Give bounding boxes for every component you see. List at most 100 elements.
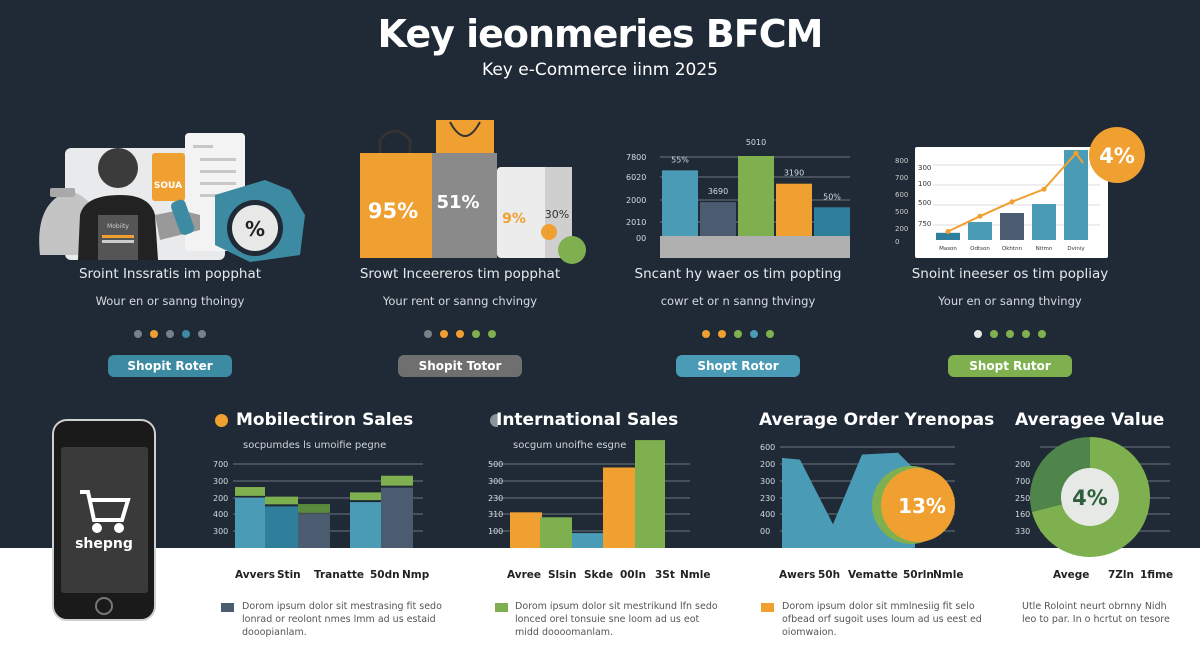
x-axis-label: Avege <box>1053 569 1090 581</box>
x-axis-label: 50h <box>818 569 841 581</box>
badge-circle <box>1089 127 1145 183</box>
carousel-dot[interactable] <box>1022 330 1030 338</box>
card-subtext: cowr et or n sanng thvingy <box>660 294 816 308</box>
y-tick-label: 230 <box>760 494 775 503</box>
y-tick-label: 300 <box>760 477 775 486</box>
carousel-dot[interactable] <box>990 330 998 338</box>
x-axis-label: 7Zln <box>1108 569 1134 581</box>
trend-point <box>945 229 951 234</box>
international-sales-subtitle: socgum unoifhe esgne <box>513 440 627 451</box>
carton1-text: 9% <box>502 211 526 227</box>
bar <box>510 512 542 548</box>
badge-circle <box>881 468 955 542</box>
carousel-dot[interactable] <box>750 330 758 338</box>
y-tick-label: 500 <box>488 460 503 469</box>
average-order-chart: 600 200 300 230 400 00 13% <box>760 443 955 548</box>
phone-label: shepng <box>75 536 133 552</box>
y-tick-label: 100 <box>488 527 503 536</box>
bar-cap <box>350 492 381 501</box>
trend-point <box>977 213 983 219</box>
page-title: Key ieonmeries BFCM <box>377 12 824 56</box>
average-order-title: Average Order Yrenopas <box>759 410 995 430</box>
y-tick-label: 00 <box>760 527 770 536</box>
bar <box>1064 150 1088 240</box>
y-tick-label: 300 <box>488 477 503 486</box>
card-headline: Srowt Inceereros tim popphat <box>359 266 561 282</box>
carousel-dot[interactable] <box>488 330 496 338</box>
y-tick-label: 310 <box>488 510 503 519</box>
carousel-dot[interactable] <box>734 330 742 338</box>
card-headline: Snoint ineeser os tim popliay <box>911 266 1109 282</box>
y-tick-label: 400 <box>760 510 775 519</box>
x-axis-label: Nitmn <box>1036 246 1053 252</box>
y-tick-label: 2010 <box>626 218 646 227</box>
bar <box>700 202 736 236</box>
bar <box>635 440 665 548</box>
card-subtext: Wour en or sanng thoingy <box>95 294 245 308</box>
shop-button[interactable]: Shopit Roter <box>108 355 232 377</box>
carousel-dots <box>598 330 878 338</box>
badge-text: 4% <box>1099 144 1135 168</box>
bar <box>936 232 960 240</box>
bar-cap <box>381 475 413 486</box>
carousel-dot[interactable] <box>134 330 142 338</box>
shop-button[interactable]: Shopt Rotor <box>676 355 800 377</box>
data-label: 3190 <box>784 169 804 178</box>
shop-button[interactable]: Shopt Rutor <box>948 355 1072 377</box>
y-tick-label: 100 <box>918 180 931 188</box>
bar <box>603 467 635 548</box>
x-axis-label: 00In <box>620 569 646 581</box>
x-axis-label: Nmle <box>933 569 964 581</box>
carousel-dot[interactable] <box>440 330 448 338</box>
average-value-title: Averagee Value <box>1015 410 1165 430</box>
shopper-illustration: SOUA Mobiity % <box>39 133 305 262</box>
x-axis-label: 3St <box>655 569 675 581</box>
carousel-dot[interactable] <box>974 330 982 338</box>
carousel-dot[interactable] <box>472 330 480 338</box>
card-headline: Sncant hy waer os tim popting <box>634 266 842 282</box>
y-tick-label: 700 <box>895 174 908 182</box>
card3-bar-chart: 7800 6020 2000 2010 00 55% 3690 5010 3190 50% <box>626 138 850 258</box>
shop-button[interactable]: Shopit Totor <box>398 355 522 377</box>
bar <box>265 506 298 548</box>
y-tick-label: 600 <box>895 191 908 199</box>
carousel-dot[interactable] <box>424 330 432 338</box>
carousel-dot[interactable] <box>1006 330 1014 338</box>
bar <box>776 183 812 236</box>
carousel-dot[interactable] <box>718 330 726 338</box>
bag1-text: 95% <box>368 199 418 223</box>
y-tick-label: 500 <box>918 199 931 207</box>
y-tick-label: 300 <box>918 164 931 172</box>
info-card: Sroint Inssratis im popphat Wour en or s… <box>30 266 310 377</box>
international-sales-title: International Sales <box>496 410 679 430</box>
x-axis-label: Vematte <box>848 569 898 581</box>
y-tick-label: 200 <box>760 460 775 469</box>
mobile-sales-title: Mobilectiron Sales <box>236 410 414 430</box>
bar-cap <box>298 504 330 513</box>
carousel-dot[interactable] <box>150 330 158 338</box>
bar <box>235 497 265 548</box>
carousel-dot[interactable] <box>198 330 206 338</box>
card4-growth-chart: 800 700 600 500 200 0 300 100 500 750 Mason Odtson O… <box>895 127 1145 258</box>
card-subtext: Your en or sanng thvingy <box>938 294 1082 308</box>
carousel-dot[interactable] <box>1038 330 1046 338</box>
carousel-dot[interactable] <box>166 330 174 338</box>
x-axis-label: Mason <box>939 246 957 252</box>
bar <box>350 502 381 548</box>
gauge-text: % <box>245 217 265 241</box>
carousel-dot[interactable] <box>182 330 190 338</box>
x-axis-label: Stin <box>277 569 301 581</box>
carousel-dot[interactable] <box>766 330 774 338</box>
carousel-dot[interactable] <box>456 330 464 338</box>
shopping-bags-illustration: 95% 51% 9% 30% <box>360 120 586 264</box>
y-tick-label: 0 <box>895 238 899 246</box>
y-tick-label: 400 <box>213 510 228 519</box>
carousel-dots <box>870 330 1150 338</box>
phone-illustration: shepng <box>52 419 156 621</box>
y-tick-label: 7800 <box>626 153 646 162</box>
legend-swatch-order <box>761 603 774 612</box>
y-tick-label: 200 <box>1015 460 1030 469</box>
carousel-dot[interactable] <box>702 330 710 338</box>
y-tick-label: 750 <box>918 220 931 228</box>
